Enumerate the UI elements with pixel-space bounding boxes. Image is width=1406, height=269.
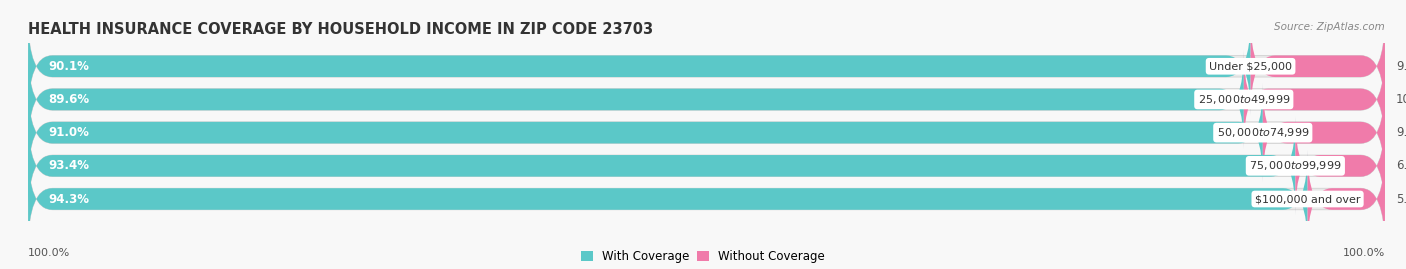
Text: 91.0%: 91.0% [48, 126, 90, 139]
FancyBboxPatch shape [1244, 51, 1385, 148]
FancyBboxPatch shape [28, 150, 1308, 248]
Text: 89.6%: 89.6% [48, 93, 90, 106]
Text: 9.0%: 9.0% [1396, 126, 1406, 139]
Text: 9.9%: 9.9% [1396, 60, 1406, 73]
FancyBboxPatch shape [1295, 117, 1385, 215]
FancyBboxPatch shape [28, 17, 1385, 115]
Text: Source: ZipAtlas.com: Source: ZipAtlas.com [1274, 22, 1385, 31]
Text: $50,000 to $74,999: $50,000 to $74,999 [1216, 126, 1309, 139]
Text: 6.6%: 6.6% [1396, 159, 1406, 172]
Text: 100.0%: 100.0% [28, 248, 70, 258]
Legend: With Coverage, Without Coverage: With Coverage, Without Coverage [581, 250, 825, 263]
FancyBboxPatch shape [28, 17, 1250, 115]
FancyBboxPatch shape [28, 84, 1385, 182]
FancyBboxPatch shape [28, 150, 1385, 248]
FancyBboxPatch shape [28, 51, 1385, 148]
Text: $25,000 to $49,999: $25,000 to $49,999 [1198, 93, 1291, 106]
FancyBboxPatch shape [28, 51, 1244, 148]
Text: 94.3%: 94.3% [48, 193, 90, 206]
FancyBboxPatch shape [28, 117, 1295, 215]
Text: 5.7%: 5.7% [1396, 193, 1406, 206]
Text: Under $25,000: Under $25,000 [1209, 61, 1292, 71]
Text: $75,000 to $99,999: $75,000 to $99,999 [1249, 159, 1341, 172]
Text: 100.0%: 100.0% [1343, 248, 1385, 258]
FancyBboxPatch shape [1250, 17, 1385, 115]
Text: 93.4%: 93.4% [48, 159, 90, 172]
FancyBboxPatch shape [28, 117, 1385, 215]
Text: 90.1%: 90.1% [48, 60, 90, 73]
Text: HEALTH INSURANCE COVERAGE BY HOUSEHOLD INCOME IN ZIP CODE 23703: HEALTH INSURANCE COVERAGE BY HOUSEHOLD I… [28, 22, 654, 37]
FancyBboxPatch shape [1308, 150, 1385, 248]
Text: 10.4%: 10.4% [1396, 93, 1406, 106]
FancyBboxPatch shape [1263, 84, 1385, 182]
FancyBboxPatch shape [28, 84, 1263, 182]
Text: $100,000 and over: $100,000 and over [1254, 194, 1361, 204]
